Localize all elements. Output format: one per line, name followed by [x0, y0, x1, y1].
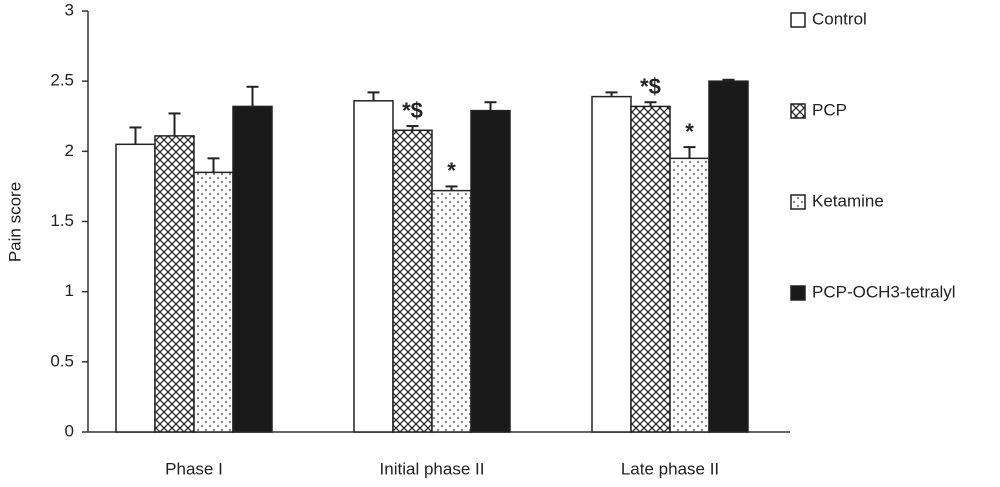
significance-label: * [685, 119, 694, 144]
y-tick-label: 0.5 [50, 351, 74, 370]
legend-swatch [790, 103, 806, 119]
bar [470, 109, 511, 433]
y-tick-label: 1 [65, 281, 74, 300]
bar [193, 171, 234, 433]
bar [154, 135, 195, 433]
bar [392, 129, 433, 433]
bar [431, 189, 472, 433]
significance-label: *$ [402, 98, 423, 123]
legend-swatch [790, 194, 806, 210]
bar [115, 143, 156, 433]
bar [353, 100, 394, 433]
y-tick-label: 3 [65, 0, 74, 19]
bar [669, 157, 710, 433]
bar [630, 105, 671, 433]
x-tick-label: Phase I [165, 459, 223, 478]
y-tick-label: 2.5 [50, 71, 74, 90]
legend-label: Ketamine [812, 191, 884, 210]
legend-swatch [790, 12, 806, 28]
y-tick-label: 2 [65, 141, 74, 160]
legend-label: Control [812, 9, 867, 28]
y-tick-label: 1.5 [50, 211, 74, 230]
legend-label: PCP-OCH3-tetralyl [812, 282, 956, 301]
legend-label: PCP [812, 100, 847, 119]
y-axis-label: Pain score [5, 182, 24, 262]
significance-label: *$ [640, 74, 661, 99]
bar [708, 80, 749, 433]
x-tick-label: Initial phase II [380, 459, 485, 478]
bar [591, 95, 632, 433]
x-tick-label: Late phase II [621, 459, 719, 478]
bar [232, 105, 273, 433]
legend-swatch [790, 285, 806, 301]
significance-label: * [447, 158, 456, 183]
y-tick-label: 0 [65, 421, 74, 440]
